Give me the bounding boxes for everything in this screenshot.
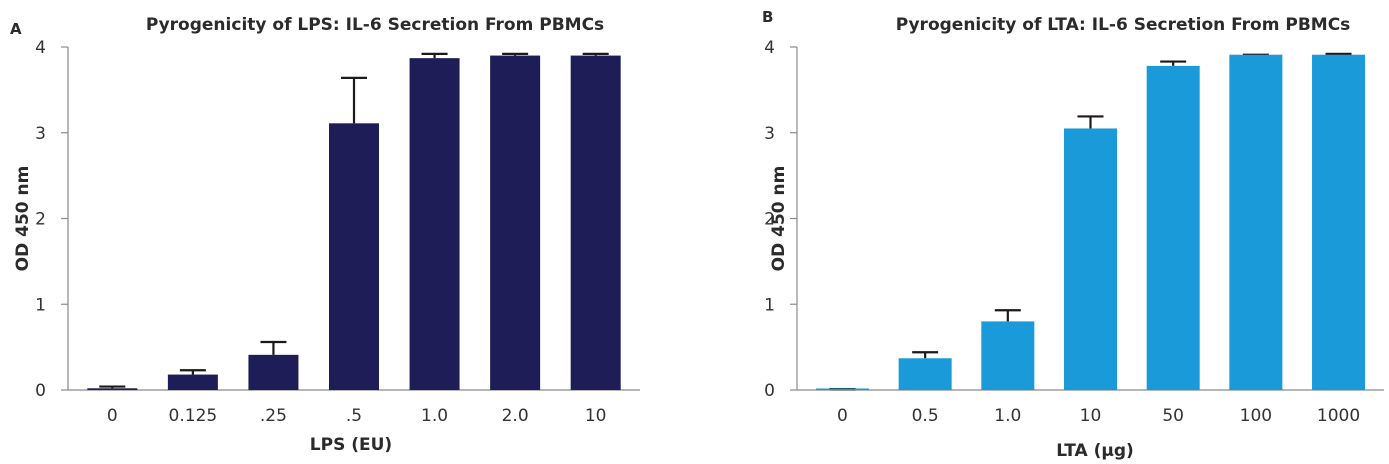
bar [329, 123, 379, 390]
bar [1064, 128, 1117, 390]
bar [490, 55, 541, 390]
bar [815, 388, 869, 390]
bar [248, 354, 299, 390]
bar [1146, 65, 1200, 391]
panel-letter: A [10, 20, 22, 38]
x-axis-label: LTA (µg) [1056, 441, 1134, 461]
bar [409, 58, 460, 391]
x-tick-label: 0.125 [169, 406, 218, 426]
panel-letter: B [762, 8, 773, 26]
chart-panel-a: A Pyrogenicity of LPS: IL-6 Secretion Fro… [10, 15, 640, 455]
bar [570, 55, 621, 390]
y-tick-label: 4 [35, 38, 46, 58]
bar [1229, 54, 1283, 390]
y-tick-label: 4 [764, 38, 775, 58]
y-axis-label: OD 450 nm [13, 166, 33, 272]
y-tick-label: 2 [35, 210, 46, 230]
y-tick-label: 1 [764, 295, 775, 315]
bar [981, 321, 1035, 390]
x-axis-label: LPS (EU) [310, 435, 392, 455]
bar [1312, 54, 1366, 390]
x-tick-label: 1.0 [994, 406, 1021, 426]
chart-panel-b: B Pyrogenicity of LTA: IL-6 Secretion Fro… [762, 8, 1384, 461]
y-tick-label: 3 [764, 124, 775, 144]
x-tick-label: 0.5 [912, 406, 939, 426]
x-tick-label: 10 [1080, 406, 1102, 426]
bar [87, 388, 138, 390]
x-tick-label: 50 [1162, 406, 1184, 426]
y-tick-label: 0 [35, 381, 46, 401]
x-tick-label: 100 [1240, 406, 1272, 426]
y-tick-label: 3 [35, 124, 46, 144]
y-tick-label: 2 [764, 210, 775, 230]
x-tick-label: 10 [585, 406, 607, 426]
bar [167, 374, 218, 390]
x-tick-label: 2.0 [502, 406, 529, 426]
chart-title: Pyrogenicity of LPS: IL-6 Secretion From… [146, 15, 604, 35]
x-tick-label: .25 [260, 406, 287, 426]
y-tick-label: 1 [35, 295, 46, 315]
bar [898, 358, 952, 390]
y-axis-label: OD 450 nm [769, 166, 789, 272]
x-tick-label: 1000 [1317, 406, 1360, 426]
chart-title: Pyrogenicity of LTA: IL-6 Secretion From… [896, 15, 1351, 35]
y-tick-label: 0 [764, 381, 775, 401]
x-tick-label: 0 [107, 406, 118, 426]
x-tick-label: 0 [837, 406, 848, 426]
x-tick-label: 1.0 [421, 406, 448, 426]
x-tick-label: .5 [346, 406, 362, 426]
